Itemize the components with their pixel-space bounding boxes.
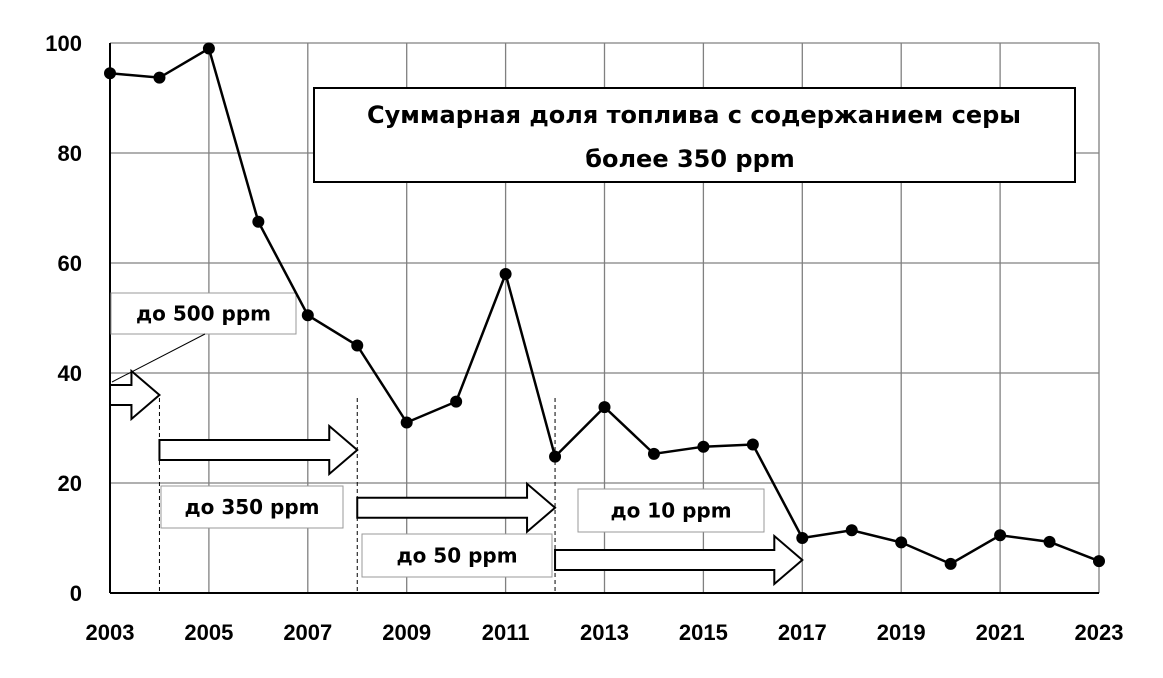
data-point-2014 <box>647 447 660 460</box>
arrow-limit-50 <box>356 481 557 534</box>
data-point-2007 <box>301 309 314 322</box>
data-point-2021 <box>994 529 1007 542</box>
x-tick-label: 2005 <box>184 620 233 645</box>
data-point-2013 <box>598 401 611 414</box>
arrow-limit-350 <box>158 423 359 477</box>
x-tick-label: 2023 <box>1075 620 1124 645</box>
callout-line-limit-500 <box>111 333 206 383</box>
chart-title-box: Суммарная доля топлива с содержанием сер… <box>313 87 1076 183</box>
arrow-limit-10 <box>554 533 804 587</box>
data-point-2003 <box>104 67 116 80</box>
label-box-limit-500 <box>110 292 297 335</box>
x-tick-label: 2009 <box>382 620 431 645</box>
data-point-2009 <box>400 416 413 429</box>
data-point-2012 <box>549 450 562 463</box>
chart-title-frame <box>313 87 1076 183</box>
x-tick-label: 2017 <box>778 620 827 645</box>
label-limit-500: до 500 ppm <box>136 302 271 326</box>
data-point-2005 <box>202 42 215 55</box>
data-point-2016 <box>746 438 759 451</box>
data-point-2015 <box>697 440 710 453</box>
x-tick-label: 2011 <box>482 620 530 645</box>
data-point-2008 <box>351 339 364 352</box>
chart-title-line-2: более 350 ppm <box>585 145 795 173</box>
x-tick-label: 2021 <box>976 620 1025 645</box>
y-tick-label: 20 <box>58 471 82 496</box>
data-point-2011 <box>499 268 512 280</box>
label-limit-50: до 50 ppm <box>396 544 517 568</box>
data-point-2004 <box>153 71 166 84</box>
data-point-2006 <box>252 215 265 228</box>
label-limit-10: до 10 ppm <box>610 499 731 523</box>
series-sulfur-share <box>104 42 1105 570</box>
regulation-annotations: до 500 ppm до 350 ppm до 50 ppm до 10 ppm <box>109 292 804 593</box>
label-box-limit-350 <box>160 485 344 529</box>
label-box-limit-10 <box>577 488 765 533</box>
y-tick-label: 40 <box>58 361 82 386</box>
y-tick-label: 100 <box>45 31 82 56</box>
x-tick-label: 2003 <box>86 620 135 645</box>
x-tick-label: 2019 <box>877 620 926 645</box>
data-point-2019 <box>895 536 908 549</box>
y-tick-label: 60 <box>58 251 82 276</box>
data-point-2018 <box>845 524 858 537</box>
label-box-limit-50 <box>361 533 553 578</box>
x-tick-label: 2007 <box>283 620 332 645</box>
x-tick-label: 2013 <box>580 620 629 645</box>
data-point-2020 <box>944 557 957 570</box>
label-limit-350: до 350 ppm <box>184 495 319 519</box>
data-point-2022 <box>1043 535 1056 548</box>
y-tick-label: 80 <box>58 141 82 166</box>
y-tick-labels: 0 20 40 60 80 100 <box>45 31 82 606</box>
data-point-2010 <box>450 395 463 408</box>
data-point-2023 <box>1093 555 1105 568</box>
chart-axes <box>109 43 1099 594</box>
x-tick-label: 2015 <box>679 620 728 645</box>
x-tick-labels: 2003 2005 2007 2009 2011 2013 2015 2017 2019 2021… <box>86 620 1124 645</box>
y-tick-label: 0 <box>70 581 82 606</box>
arrow-limit-500 <box>109 368 161 422</box>
data-point-2017 <box>796 532 809 544</box>
chart-title-line-1: Суммарная доля топлива с содержанием сер… <box>367 101 1021 129</box>
